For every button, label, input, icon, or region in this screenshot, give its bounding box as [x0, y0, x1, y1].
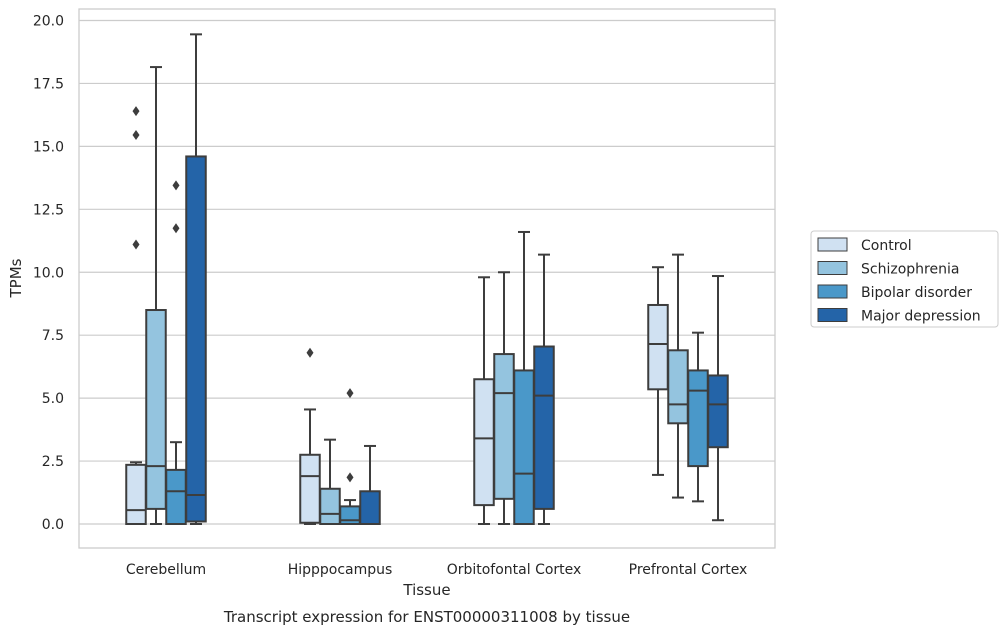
- box-iqr: [299, 453, 321, 524]
- legend-label: Schizophrenia: [861, 262, 959, 278]
- y-tick-labels: 0.0 2.5 5.0 7.5 10.0 12.5 15.0 17.5 20.0: [33, 14, 64, 534]
- box-control: [299, 347, 321, 525]
- box-iqr: [707, 374, 729, 449]
- box-iqr: [125, 463, 147, 525]
- y-tick-label: 15.0: [33, 139, 64, 155]
- box-major-depression: [359, 444, 381, 525]
- legend-label: Bipolar disorder: [861, 285, 972, 301]
- box-major-depression: [533, 253, 555, 525]
- box-bipolar-disorder: [165, 180, 187, 525]
- y-tick-label: 17.5: [33, 76, 64, 92]
- legend-frame: [810, 230, 999, 328]
- legend-swatch: [817, 261, 848, 275]
- outlier-point: [132, 106, 140, 117]
- box-iqr: [687, 369, 709, 468]
- outlier-point: [172, 223, 180, 234]
- box-iqr: [513, 369, 535, 525]
- legend: Control Schizophrenia Bipolar disorder Majo…: [810, 230, 999, 328]
- chart-caption: Transcript expression for ENST0000031100…: [223, 608, 630, 626]
- box-bipolar-disorder: [339, 388, 361, 526]
- box-schizophrenia: [145, 66, 167, 525]
- y-tick-label: 5.0: [42, 391, 64, 407]
- x-tick-label: Prefrontal Cortex: [629, 562, 748, 578]
- plot-frame: [78, 8, 776, 549]
- outlier-point: [346, 472, 354, 483]
- y-tick-label: 20.0: [33, 14, 64, 30]
- box-iqr: [359, 490, 381, 525]
- y-tick-label: 2.5: [42, 454, 64, 470]
- box-major-depression: [185, 33, 207, 525]
- box-iqr: [667, 349, 689, 425]
- x-tick-labels: Cerebellum Hipppocampus Orbitofontal Corte…: [126, 562, 747, 578]
- box-iqr: [339, 505, 361, 526]
- y-tick-label: 0.0: [42, 517, 64, 533]
- box-iqr: [533, 345, 555, 510]
- box-iqr: [493, 353, 515, 500]
- box-iqr: [165, 468, 187, 525]
- box-bipolar-disorder: [687, 331, 709, 503]
- box-control: [647, 266, 669, 476]
- outlier-point: [306, 347, 314, 358]
- box-control: [125, 106, 147, 525]
- legend-swatch: [817, 237, 848, 252]
- box-major-depression: [707, 275, 729, 522]
- legend-label: Control: [861, 238, 912, 254]
- box-iqr: [647, 303, 669, 391]
- outlier-point: [346, 388, 354, 399]
- legend-label: Major depression: [861, 309, 981, 325]
- box-iqr: [473, 378, 495, 507]
- box-iqr: [145, 309, 167, 510]
- legend-swatch: [817, 308, 848, 322]
- box-iqr: [185, 155, 207, 523]
- legend-swatch: [817, 284, 848, 299]
- y-tick-label: 12.5: [33, 202, 64, 218]
- box-iqr: [319, 487, 341, 526]
- x-tick-label: Hipppocampus: [288, 562, 393, 578]
- outlier-point: [132, 130, 140, 141]
- box-schizophrenia: [493, 271, 515, 525]
- boxes-layer: [125, 33, 729, 526]
- x-tick-label: Cerebellum: [126, 562, 206, 578]
- x-tick-label: Orbitofontal Cortex: [447, 562, 582, 578]
- outlier-point: [172, 180, 180, 191]
- box-control: [473, 276, 495, 525]
- box-schizophrenia: [667, 253, 689, 499]
- outlier-point: [132, 239, 140, 250]
- y-axis-label: TPMs: [7, 258, 25, 298]
- y-tick-label: 7.5: [42, 328, 64, 344]
- x-axis-label: Tissue: [402, 581, 450, 599]
- plot-area: [79, 9, 775, 548]
- y-tick-label: 10.0: [33, 265, 64, 281]
